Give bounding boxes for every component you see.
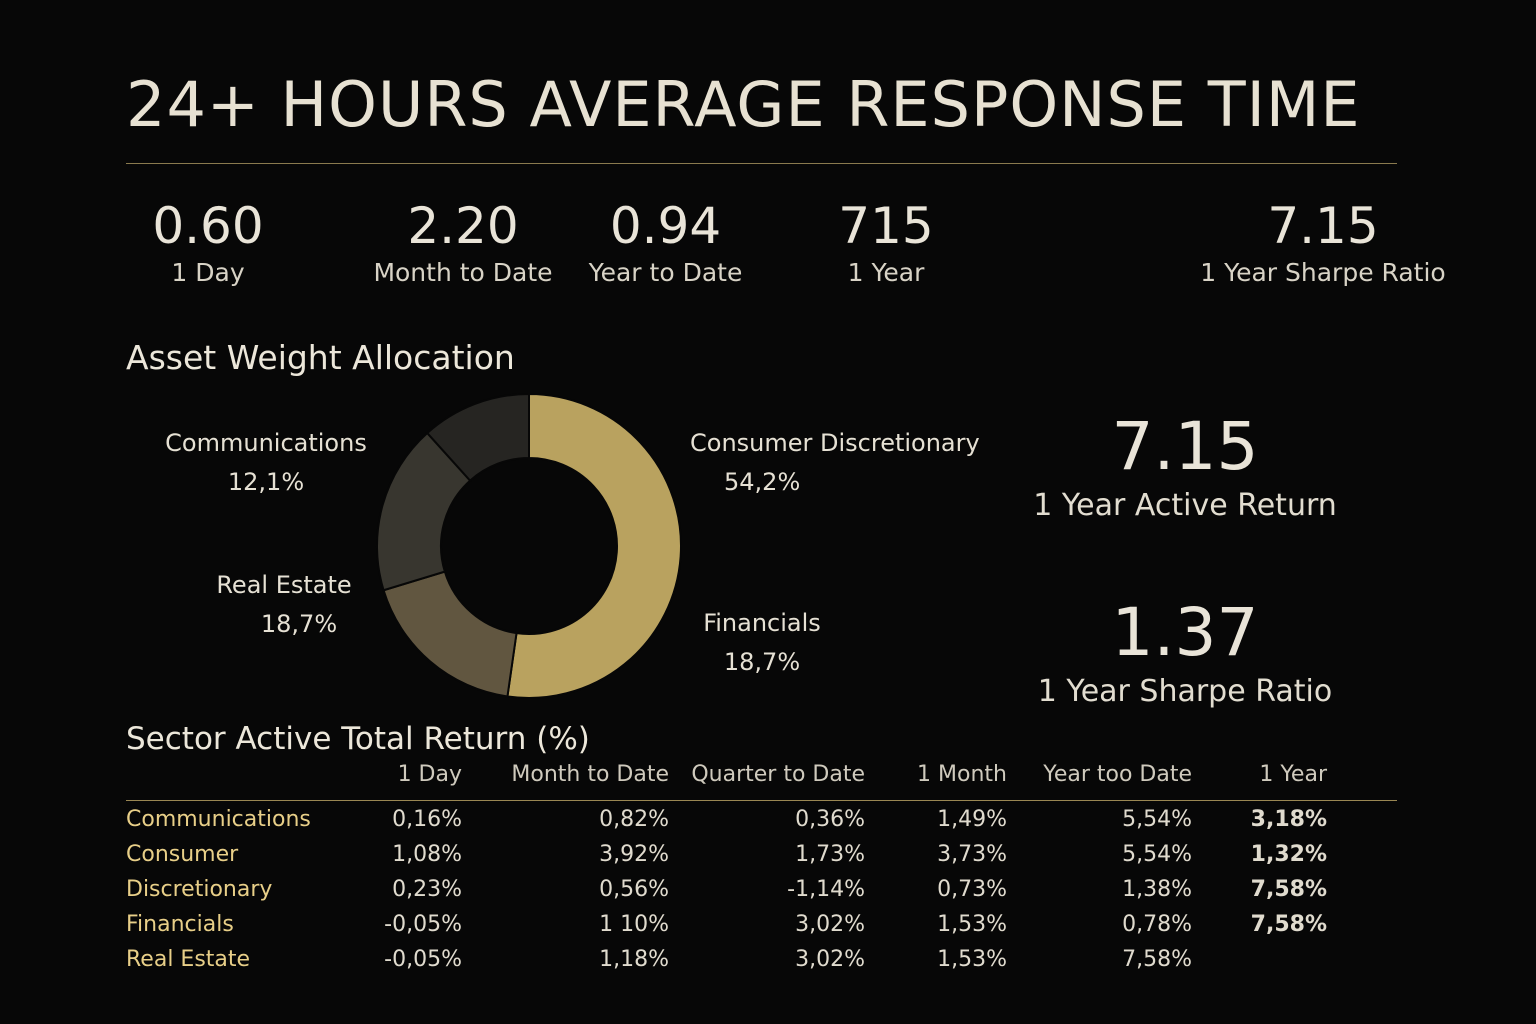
- allocation-donut-chart: [376, 392, 682, 699]
- kpi-value: 2.20: [407, 197, 519, 255]
- segment-name: Communications: [165, 429, 367, 457]
- metric-sharpe-ratio: 1.37 1 Year Sharpe Ratio: [1030, 596, 1340, 714]
- table-cell: 5,54%: [1122, 807, 1192, 832]
- metric-value: 1.37: [1111, 594, 1259, 671]
- table-cell: 3,18%: [1250, 807, 1327, 832]
- table-cell: 1,53%: [937, 912, 1007, 937]
- table-cell: -0,05%: [384, 912, 462, 937]
- kpi-label: 1 Year Sharpe Ratio: [1200, 258, 1446, 287]
- page-title: 24+ HOURS AVERAGE RESPONSE TIME: [126, 68, 1361, 141]
- table-cell: 7,58%: [1122, 947, 1192, 972]
- table-cell: 7,58%: [1250, 877, 1327, 902]
- table-cell: 1,38%: [1122, 877, 1192, 902]
- kpi-1-day: 0.60 1 Day: [143, 196, 273, 290]
- table-cell: 5,54%: [1122, 842, 1192, 867]
- table-cell: 1,08%: [392, 842, 462, 867]
- column-header-1-month: 1 Month: [917, 762, 1007, 787]
- sector-table: 1 Day Month to Date Quarter to Date 1 Mo…: [126, 762, 1397, 982]
- kpi-year-to-date: 0.94 Year to Date: [578, 196, 753, 290]
- segment-name: Consumer Discretionary: [690, 429, 980, 457]
- table-row: Discretionary 0,23% 0,56% -1,14% 0,73% 1…: [126, 877, 1397, 912]
- table-cell: 1,18%: [599, 947, 669, 972]
- kpi-label: Month to Date: [373, 258, 553, 287]
- segment-value: 54,2%: [724, 468, 801, 496]
- row-label: Real Estate: [126, 947, 251, 972]
- table-cell: 0,16%: [392, 807, 462, 832]
- table-cell: 1,32%: [1250, 842, 1327, 867]
- table-row: Consumer 1,08% 3,92% 1,73% 3,73% 5,54% 1…: [126, 842, 1397, 877]
- table-cell: 1,73%: [795, 842, 865, 867]
- donut-slice-communications: [425, 392, 530, 483]
- donut-label-financials: Financials 18,7%: [692, 604, 832, 682]
- table-header-row: 1 Day Month to Date Quarter to Date 1 Mo…: [126, 762, 1397, 800]
- table-cell: -1,14%: [787, 877, 865, 902]
- kpi-value: 715: [838, 197, 934, 255]
- metric-value: 7.15: [1111, 408, 1259, 485]
- column-header-1-day: 1 Day: [397, 762, 462, 787]
- segment-name: Financials: [703, 609, 821, 637]
- kpi-label: Year to Date: [588, 258, 743, 287]
- row-label: Consumer: [126, 842, 239, 867]
- table-cell: 1,53%: [937, 947, 1007, 972]
- table-cell: 0,23%: [392, 877, 462, 902]
- kpi-value: 0.94: [609, 197, 722, 255]
- segment-name: Real Estate: [216, 571, 352, 599]
- allocation-title: Asset Weight Allocation: [126, 338, 515, 377]
- table-cell: 0,78%: [1122, 912, 1192, 937]
- kpi-label: 1 Day: [171, 258, 245, 287]
- segment-value: 18,7%: [260, 610, 338, 638]
- donut-label-real-estate: Real Estate 18,7%: [204, 566, 364, 644]
- row-label: Discretionary: [126, 877, 273, 902]
- donut-label-communications: Communications 12,1%: [160, 424, 372, 502]
- table-cell: 3,02%: [795, 912, 865, 937]
- table-cell: 3,92%: [599, 842, 669, 867]
- table-cell: 1 10%: [599, 912, 669, 937]
- table-cell: 0,73%: [937, 877, 1007, 902]
- kpi-value: 7.15: [1267, 197, 1379, 255]
- donut-label-consumer-discretionary: Consumer Discretionary 54,2%: [690, 424, 980, 502]
- column-header-year-to-date: Year too Date: [1043, 762, 1192, 787]
- title-divider: [126, 163, 1397, 164]
- table-cell: 0,56%: [599, 877, 669, 902]
- kpi-value: 0.60: [152, 197, 264, 255]
- table-cell: 3,73%: [937, 842, 1007, 867]
- table-cell: 0,36%: [795, 807, 865, 832]
- table-cell: -0,05%: [384, 947, 462, 972]
- kpi-1-year-sharpe-ratio: 7.15 1 Year Sharpe Ratio: [1192, 196, 1454, 290]
- donut-slice-consumer-discretionary: [506, 392, 682, 699]
- table-cell: 3,02%: [795, 947, 865, 972]
- column-header-quarter-to-date: Quarter to Date: [691, 762, 865, 787]
- sector-table-title: Sector Active Total Return (%): [126, 721, 590, 757]
- table-row: Communications 0,16% 0,82% 0,36% 1,49% 5…: [126, 807, 1397, 842]
- metric-label: 1 Year Sharpe Ratio: [1037, 674, 1333, 709]
- column-header-1-year: 1 Year: [1259, 762, 1327, 787]
- kpi-1-year: 715 1 Year: [826, 196, 946, 290]
- row-label: Communications: [126, 807, 311, 832]
- table-row: Real Estate -0,05% 1,18% 3,02% 1,53% 7,5…: [126, 947, 1397, 982]
- table-cell: 7,58%: [1250, 912, 1327, 937]
- table-cell: 1,49%: [937, 807, 1007, 832]
- table-cell: 0,82%: [599, 807, 669, 832]
- kpi-label: 1 Year: [847, 258, 925, 287]
- table-row: Financials -0,05% 1 10% 3,02% 1,53% 0,78…: [126, 912, 1397, 947]
- segment-value: 18,7%: [723, 648, 801, 676]
- metric-label: 1 Year Active Return: [1033, 488, 1337, 523]
- kpi-month-to-date: 2.20 Month to Date: [358, 196, 568, 290]
- row-label: Financials: [126, 912, 234, 937]
- metric-active-return: 7.15 1 Year Active Return: [1030, 410, 1340, 528]
- table-header-divider: [126, 800, 1397, 801]
- donut-slice-financials: [382, 570, 518, 698]
- segment-value: 12,1%: [227, 468, 305, 496]
- column-header-month-to-date: Month to Date: [511, 762, 669, 787]
